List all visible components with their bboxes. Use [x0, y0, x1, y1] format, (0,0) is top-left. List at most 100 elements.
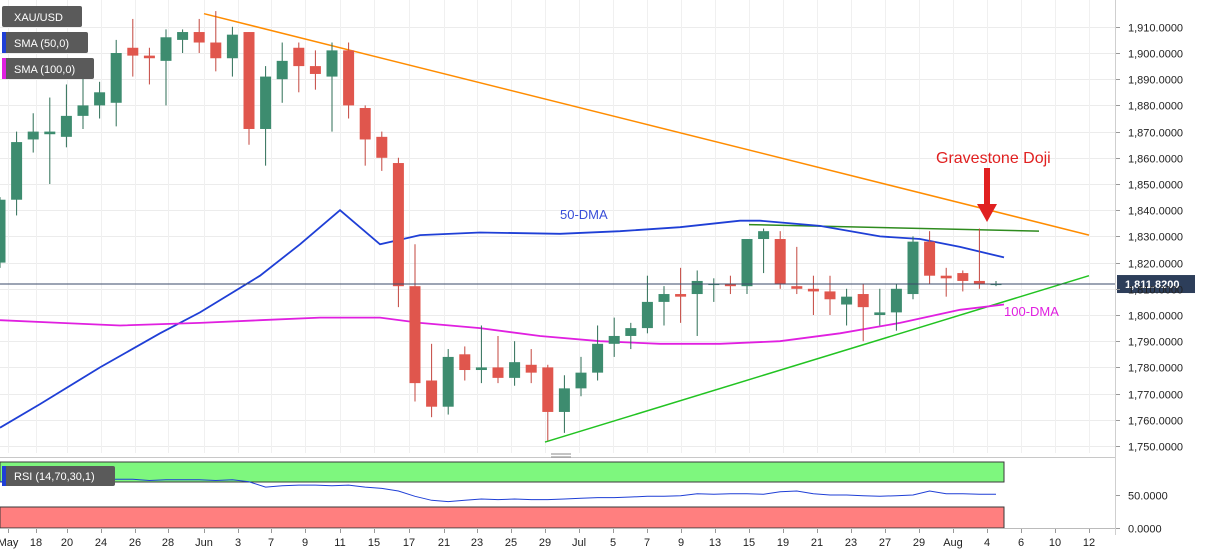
candle-body	[558, 388, 570, 412]
legend-rsi-label: RSI (14,70,30,1)	[14, 471, 95, 483]
candle-body	[807, 288, 819, 292]
candle-body	[193, 32, 205, 43]
candle-body	[824, 291, 836, 300]
candle-body	[243, 32, 255, 129]
x-tick-label: 28	[162, 537, 174, 549]
candles	[0, 11, 1002, 441]
x-tick-label: 18	[30, 537, 42, 549]
x-tick-label: Jul	[572, 537, 586, 549]
y-tick-label: 1,860.0000	[1128, 154, 1183, 166]
x-tick-label: Jun	[195, 537, 213, 549]
x-tick-label: 17	[403, 537, 415, 549]
y-tick-label: 1,800.0000	[1128, 311, 1183, 323]
x-tick-label: 10	[1049, 537, 1061, 549]
y-tick-label: 1,880.0000	[1128, 101, 1183, 113]
x-tick-label: 20	[61, 537, 73, 549]
candle-body	[608, 335, 620, 344]
candle-body	[426, 380, 438, 407]
candle-body	[44, 131, 56, 135]
candle-body	[509, 362, 521, 378]
y-tick-label: 1,770.0000	[1128, 390, 1183, 402]
neckline-trendline	[748, 223, 1040, 232]
y-tick-label: 1,830.0000	[1128, 232, 1183, 244]
legend-rsi[interactable]	[2, 466, 115, 486]
date-axis: May 18 20 24 26 28 Jun 3 7 9 11 15 17 21 23 25 29 Jul 5 7 9 1…	[0, 528, 1115, 549]
rsi-axis: 0.0000 50.0000	[1115, 491, 1168, 536]
resize-handle-icon[interactable]	[551, 453, 571, 458]
candle-body	[160, 37, 172, 61]
x-tick-label: 21	[438, 537, 450, 549]
candle-body	[11, 142, 23, 200]
sma50-label: 50-DMA	[560, 207, 608, 222]
x-tick-label: 29	[913, 537, 925, 549]
x-tick-label: 12	[1083, 537, 1095, 549]
sma100-label: 100-DMA	[1004, 304, 1059, 319]
support-trendline	[544, 274, 1090, 443]
candle-body	[592, 343, 604, 373]
y-tick-label: 1,790.0000	[1128, 337, 1183, 349]
candle-body	[110, 53, 122, 103]
gravestone-doji-label: Gravestone Doji	[936, 150, 1051, 167]
candle-body	[907, 241, 919, 295]
x-tick-label: 7	[268, 537, 274, 549]
candle-body	[210, 42, 222, 59]
down-arrow-icon	[977, 168, 997, 222]
y-tick-label: 1,820.0000	[1128, 259, 1183, 271]
x-tick-label: 9	[302, 537, 308, 549]
legend-rsi-swatch	[2, 466, 6, 486]
candle-body	[127, 47, 139, 56]
x-tick-label: May	[0, 537, 19, 549]
x-tick-label: 27	[879, 537, 891, 549]
x-tick-label: 19	[777, 537, 789, 549]
candle-body	[874, 312, 886, 315]
last-price-tag	[1117, 275, 1195, 294]
candle-body	[276, 60, 288, 80]
candle-body	[226, 34, 238, 59]
candle-body	[475, 367, 487, 371]
candle-body	[409, 286, 421, 384]
price-panel	[0, 0, 1115, 453]
candle-body	[758, 231, 770, 240]
y-tick-label: 1,780.0000	[1128, 363, 1183, 375]
y-tick-label: 1,910.0000	[1128, 23, 1183, 35]
x-tick-label: 15	[368, 537, 380, 549]
candle-body	[459, 354, 471, 371]
x-tick-label: 13	[709, 537, 721, 549]
candle-body	[774, 239, 786, 284]
candle-body	[890, 288, 902, 313]
x-tick-label: 4	[984, 537, 990, 549]
legend-sma100[interactable]	[2, 58, 94, 79]
candle-body	[641, 301, 653, 329]
legend-sma100-swatch	[2, 58, 6, 79]
candle-body	[924, 241, 936, 276]
legend-xauusd[interactable]	[2, 6, 82, 27]
candle-body	[741, 239, 753, 287]
y-tick-label: 1,870.0000	[1128, 128, 1183, 140]
candle-body	[691, 280, 703, 295]
y-tick-label: 1,810.0000	[1128, 285, 1183, 297]
x-tick-label: 24	[95, 537, 107, 549]
rsi-overbought-zone	[0, 461, 1005, 483]
candle-body	[293, 47, 305, 67]
candle-body	[326, 50, 338, 77]
y-tick-label: 1,850.0000	[1128, 180, 1183, 192]
sma100-line	[0, 303, 1005, 345]
x-tick-label: 29	[539, 537, 551, 549]
legend-sma100-label: SMA (100,0)	[14, 64, 75, 76]
legend-sma50-label: SMA (50,0)	[14, 38, 69, 50]
x-tick-label: 21	[811, 537, 823, 549]
sma-lines	[0, 209, 1005, 429]
y-tick-label: 1,890.0000	[1128, 75, 1183, 87]
x-tick-label: 11	[334, 537, 345, 549]
x-tick-label: 25	[505, 537, 517, 549]
price-axis: 1,750.0000 1,760.0000 1,770.0000 1,780.0000…	[1115, 23, 1183, 454]
legend-sma50[interactable]	[2, 32, 88, 53]
y-tick-label: 1,760.0000	[1128, 416, 1183, 428]
candle-body	[359, 108, 371, 140]
candle-body	[542, 367, 554, 412]
y-tick-label: 1,900.0000	[1128, 49, 1183, 61]
candle-body	[791, 286, 803, 289]
x-tick-label: 5	[610, 537, 616, 549]
candle-body	[575, 372, 587, 389]
candle-body	[177, 32, 189, 40]
